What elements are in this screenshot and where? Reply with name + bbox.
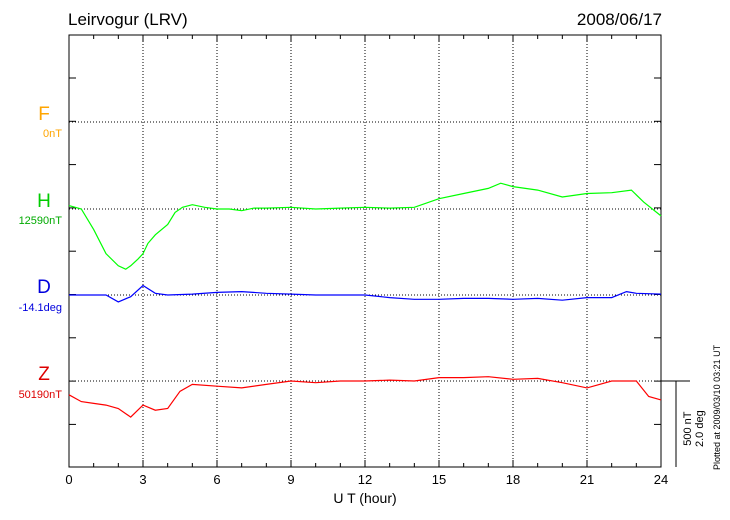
f-baseline-value: 0nT (43, 128, 62, 140)
x-tick-label: 3 (139, 472, 146, 487)
d-component-label: D (37, 277, 51, 298)
series-z-line (68, 376, 662, 418)
z-baseline-value: 50190nT (18, 389, 62, 401)
series-d-line (69, 284, 662, 303)
scale-note: 500 nT 2.0 deg (682, 410, 706, 447)
plotted-timestamp: Plotted at 2009/03/10 03:21 UT (712, 344, 722, 470)
x-tick-label: 0 (65, 472, 72, 487)
x-tick-label: 18 (506, 472, 520, 487)
x-tick-label: 12 (358, 472, 372, 487)
x-axis-label: U T (hour) (333, 490, 396, 506)
date-label: 2008/06/17 (576, 10, 662, 29)
x-tick-label: 24 (654, 472, 668, 487)
x-tick-label: 21 (580, 472, 594, 487)
d-baseline-value: -14.1deg (18, 302, 62, 314)
f-component-label: F (38, 104, 50, 125)
h-baseline-value: 12590nT (18, 215, 62, 227)
h-component-label: H (37, 191, 51, 212)
x-tick-label: 15 (432, 472, 446, 487)
scale-deg: 2.0 deg (694, 410, 706, 447)
station-title: Leirvogur (LRV) (68, 10, 188, 29)
scale-nt: 500 nT (682, 411, 694, 446)
z-component-label: Z (38, 364, 50, 385)
x-tick-label: 6 (213, 472, 220, 487)
series-h-line (68, 182, 662, 270)
x-tick-label: 9 (287, 472, 294, 487)
